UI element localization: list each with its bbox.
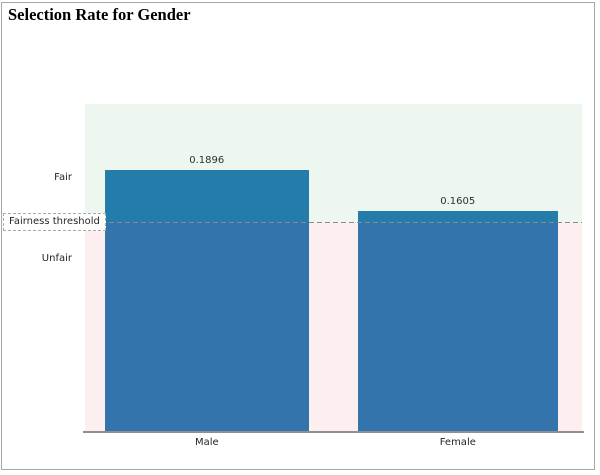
bar-male (104, 170, 309, 432)
fairness-threshold-label: Fairness threshold (3, 212, 106, 231)
bars-layer: 0.1896 0.1605 (85, 104, 582, 432)
fairness-threshold-line (85, 221, 582, 224)
x-axis-line (83, 431, 584, 433)
x-tick-label-female: Female (439, 437, 476, 448)
unfair-region-label: Unfair (41, 253, 72, 264)
chart-title: Selection Rate for Gender (8, 5, 191, 24)
bar-female (357, 210, 558, 432)
bar-group-male: 0.1896 (104, 104, 309, 432)
bar-group-female: 0.1605 (357, 104, 558, 432)
bar-value-label-male: 0.1896 (189, 155, 225, 167)
bar-value-label-female: 0.1605 (440, 195, 476, 207)
fair-region-label: Fair (54, 172, 72, 183)
plot-area: 0.1896 0.1605 (85, 104, 582, 432)
x-tick-label-male: Male (194, 437, 219, 448)
